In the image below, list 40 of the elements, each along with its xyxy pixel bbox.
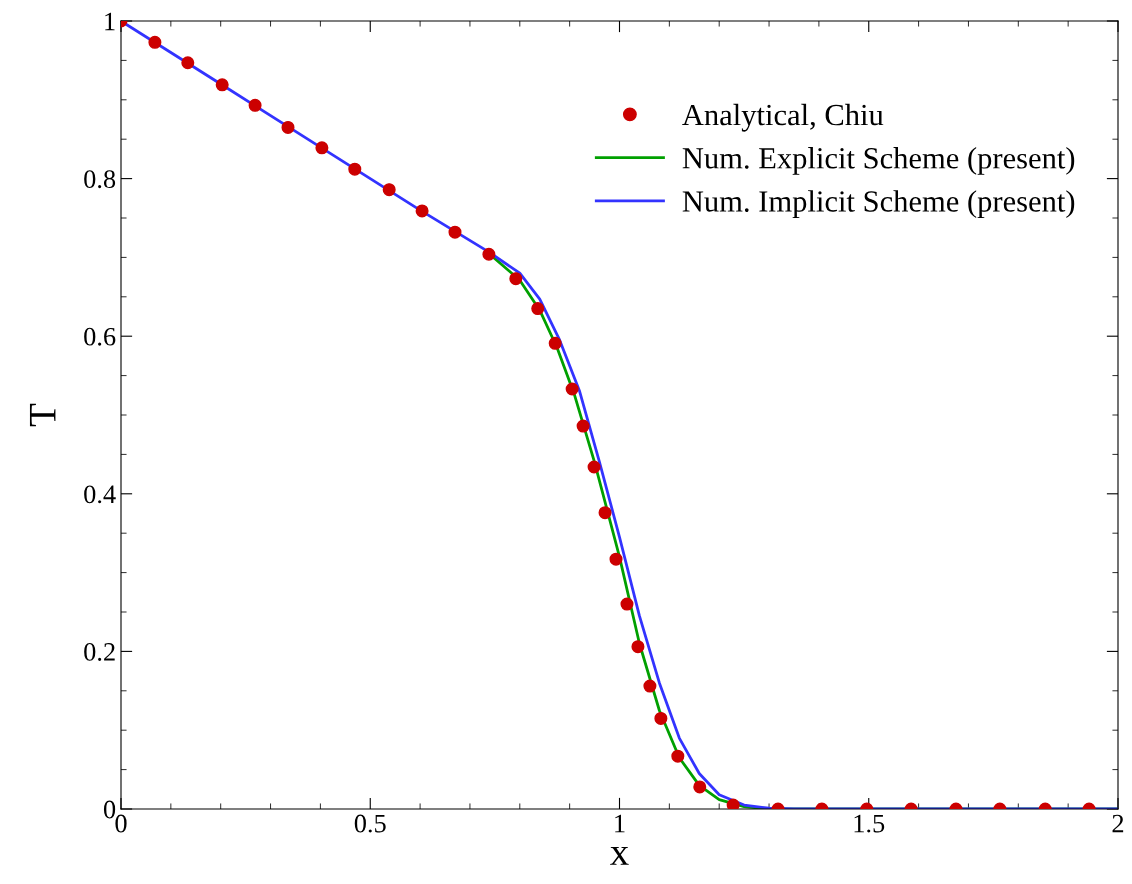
point — [531, 302, 545, 316]
y-tick-label: 0.8 — [84, 170, 116, 189]
legend-label: Num. Implicit Scheme (present) — [682, 190, 1075, 218]
point — [415, 204, 429, 218]
y-axis-title: T — [29, 403, 56, 427]
point — [215, 78, 229, 92]
point — [609, 552, 623, 566]
point — [509, 272, 523, 286]
point — [382, 183, 396, 197]
point — [576, 419, 590, 433]
point — [281, 120, 295, 134]
x-tick-label: 1.5 — [854, 814, 885, 833]
x-tick-label: 0.5 — [354, 814, 386, 833]
point — [148, 35, 162, 49]
point — [671, 749, 685, 763]
point — [654, 711, 668, 725]
point — [565, 382, 579, 396]
x-axis-title: x — [610, 846, 629, 865]
point — [315, 141, 329, 155]
legend-label: Analytical, Chiu — [682, 103, 884, 132]
x-tick-label: 2 — [1112, 814, 1124, 833]
y-tick-label: 0 — [103, 800, 116, 819]
y-tick-label: 0.4 — [84, 485, 116, 504]
point — [631, 640, 645, 654]
point — [348, 162, 362, 176]
x-tick-label: 1 — [615, 814, 625, 833]
point — [587, 460, 601, 474]
y-tick-label: 1 — [105, 12, 115, 31]
legend-label: Num. Explicit Scheme (present) — [682, 147, 1075, 175]
y-tick-label: 0.6 — [84, 327, 116, 346]
point — [598, 506, 612, 520]
point — [548, 336, 562, 350]
point — [181, 56, 195, 70]
point — [482, 247, 496, 261]
y-tick-label: 0.2 — [84, 643, 115, 661]
point — [248, 98, 262, 112]
point — [726, 798, 740, 809]
point — [643, 679, 657, 693]
point — [620, 597, 634, 611]
point — [448, 225, 462, 239]
